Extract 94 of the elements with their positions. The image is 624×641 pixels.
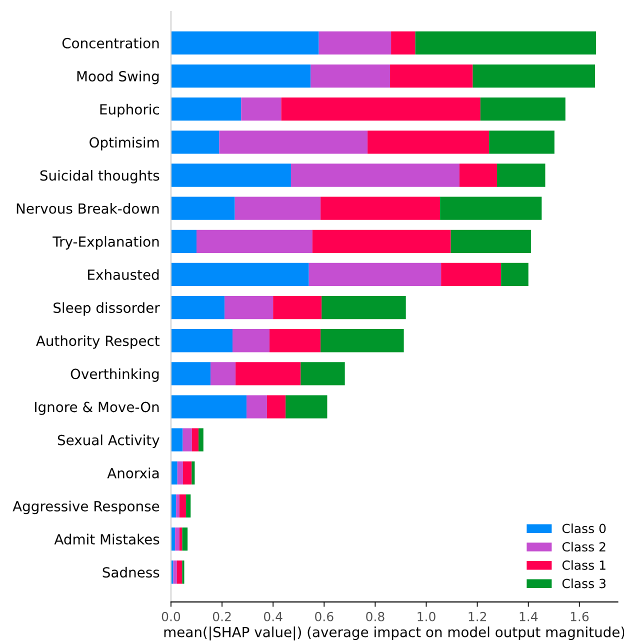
x-tick-label: 1.4 xyxy=(520,612,538,622)
bar xyxy=(170,130,220,154)
bar xyxy=(176,494,180,518)
bar xyxy=(170,461,178,484)
x-tick-label: 0.0 xyxy=(162,612,180,622)
bar xyxy=(286,395,328,418)
bar xyxy=(459,164,497,187)
bar xyxy=(320,196,440,220)
y-tick-label: Euphoric xyxy=(100,104,160,118)
y-tick-label: Authority Respect xyxy=(36,335,160,349)
y-tick-label: Overthinking xyxy=(70,368,159,382)
bar xyxy=(170,98,242,121)
bar xyxy=(182,461,192,484)
bar xyxy=(170,164,291,187)
bar xyxy=(236,362,301,386)
legend-label: Class 0 xyxy=(562,524,606,534)
bar xyxy=(232,329,270,352)
bar xyxy=(175,527,180,551)
y-tick-label: Anorxia xyxy=(107,468,159,478)
bar xyxy=(310,64,390,88)
bar xyxy=(170,329,233,352)
y-tick-label: Sadness xyxy=(102,566,160,578)
bar xyxy=(170,362,211,386)
bar xyxy=(300,362,345,386)
bar xyxy=(391,31,416,55)
bar xyxy=(440,196,542,220)
y-tick-label: Try-Explanation xyxy=(52,236,159,250)
y-tick-label: Concentration xyxy=(62,38,159,48)
bar xyxy=(266,395,286,418)
x-tick-label: 0.2 xyxy=(212,612,231,622)
bar xyxy=(170,64,311,88)
bar xyxy=(224,296,274,320)
y-tick-label: Sleep dissorder xyxy=(54,302,160,316)
y-tick-label: Nervous Break-down xyxy=(16,203,159,214)
bar xyxy=(170,428,183,452)
bar xyxy=(170,296,225,320)
bar xyxy=(415,31,596,55)
bar xyxy=(450,230,531,253)
y-tick-label: Sexual Activity xyxy=(58,434,160,448)
legend-label: Class 2 xyxy=(562,542,606,552)
bar xyxy=(497,164,546,187)
x-axis-title: mean(|SHAP value|) (average impact on model output magnitude) xyxy=(164,626,624,640)
bar xyxy=(192,428,199,452)
bar xyxy=(182,527,188,551)
bar xyxy=(177,461,183,484)
bar xyxy=(173,560,177,584)
bar xyxy=(182,428,192,452)
y-tick-label: Suicidal thoughts xyxy=(40,170,160,184)
bar xyxy=(192,461,195,484)
bar xyxy=(501,262,528,286)
y-tick-label: Optimisim xyxy=(90,136,159,150)
bar xyxy=(489,130,554,154)
bar xyxy=(281,98,480,121)
bar xyxy=(273,296,322,320)
bar xyxy=(186,494,191,518)
bar xyxy=(170,31,319,55)
bar xyxy=(179,494,186,518)
bar xyxy=(472,64,596,88)
x-tick-label: 0.6 xyxy=(315,612,334,622)
bar xyxy=(170,196,235,220)
bar xyxy=(322,296,406,320)
y-tick-label: Admit Mistakes xyxy=(54,534,160,545)
bar xyxy=(196,230,312,253)
bar xyxy=(320,329,404,352)
bar xyxy=(368,130,490,154)
bar xyxy=(308,262,442,286)
legend-label: Class 1 xyxy=(562,560,606,570)
x-tick-label: 1.6 xyxy=(570,612,589,622)
y-tick-label: Aggressive Response xyxy=(12,500,160,514)
bar xyxy=(176,560,182,584)
legend-label: Class 3 xyxy=(562,578,606,588)
y-tick-label: Ignore & Move-On xyxy=(35,402,159,415)
bar xyxy=(210,362,236,386)
x-tick-label: 1.0 xyxy=(418,612,436,622)
y-tick-label: Exhausted xyxy=(88,269,159,280)
bar xyxy=(441,262,502,286)
bar xyxy=(234,196,321,220)
bar xyxy=(198,428,204,452)
bar xyxy=(219,130,368,154)
bar xyxy=(290,164,460,187)
bar xyxy=(170,230,197,253)
bar xyxy=(390,64,473,88)
x-tick-label: 1.2 xyxy=(468,612,486,622)
bar xyxy=(170,262,309,286)
bar xyxy=(246,395,267,418)
x-tick-label: 0.8 xyxy=(366,612,384,622)
x-tick-label: 0.4 xyxy=(264,612,282,622)
y-tick-label: Mood Swing xyxy=(77,70,159,84)
bar xyxy=(270,329,321,352)
bar xyxy=(318,31,392,55)
bar xyxy=(170,395,247,418)
bar xyxy=(312,230,451,253)
bar xyxy=(480,98,566,121)
bar xyxy=(241,98,282,121)
